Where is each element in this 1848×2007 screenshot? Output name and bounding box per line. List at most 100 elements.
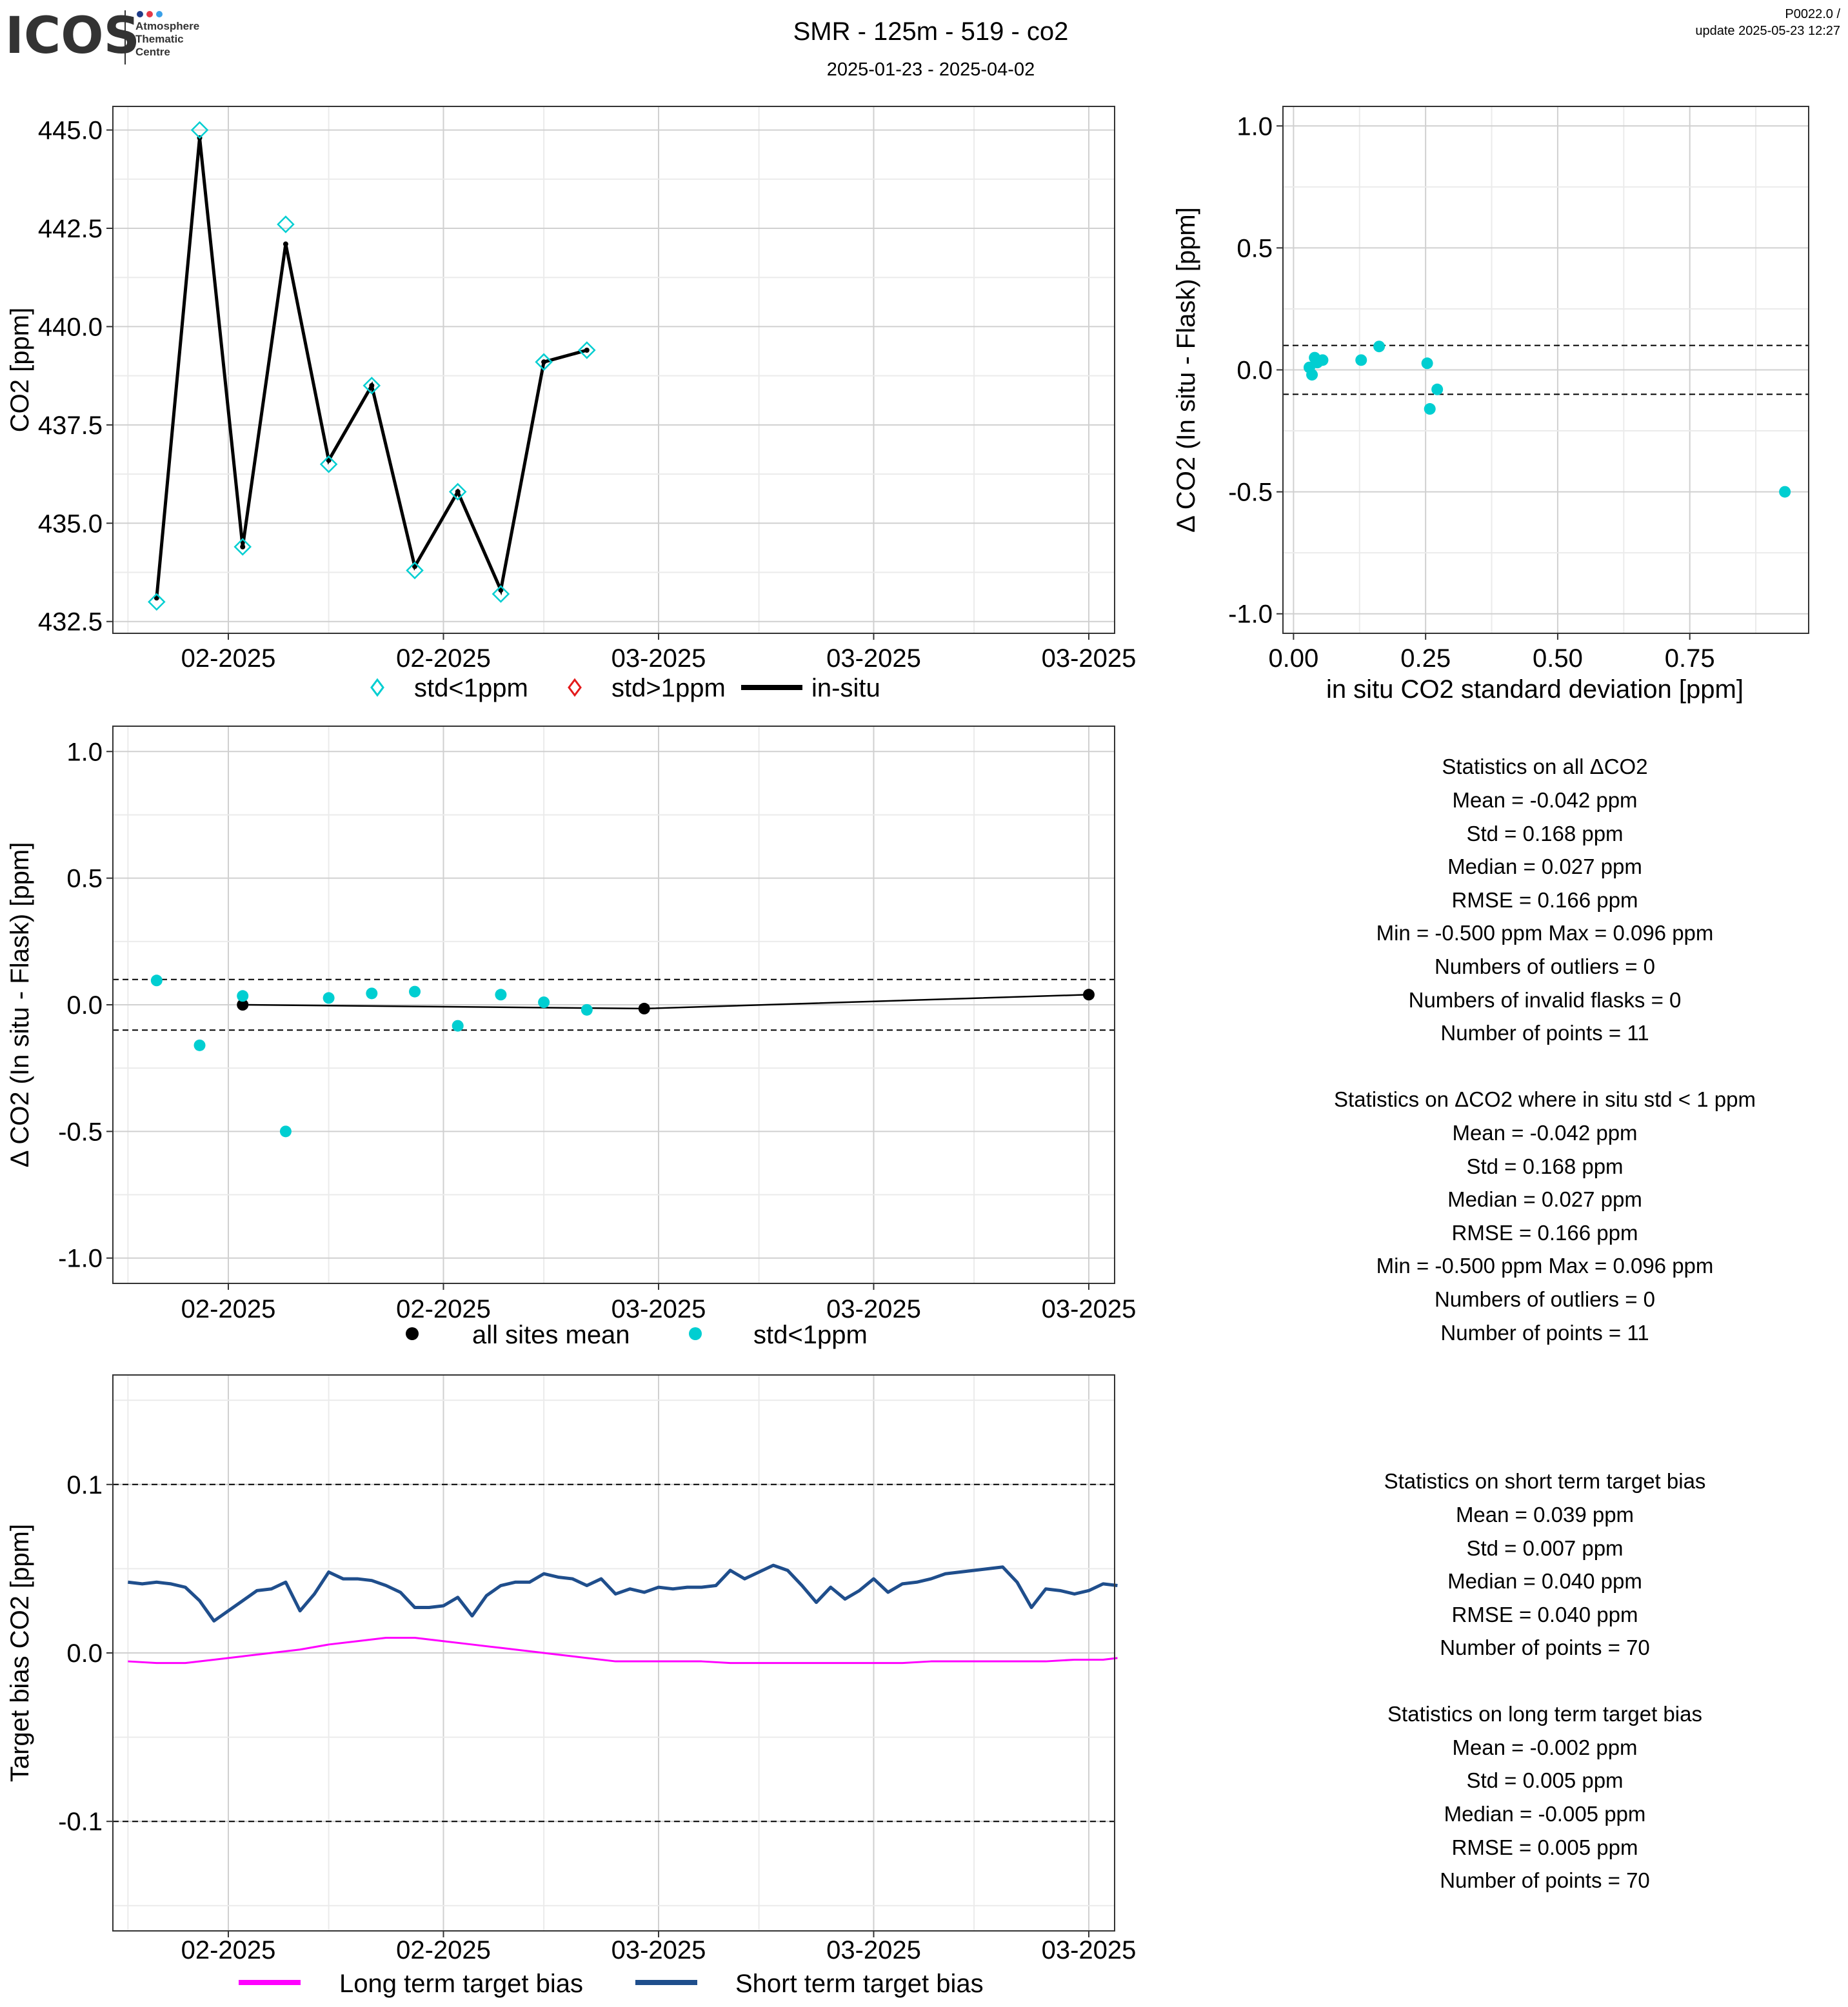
flask-diamond-point (319, 455, 338, 473)
delta-point (194, 1039, 206, 1051)
x-tick-label: 02-2025 (181, 1295, 276, 1323)
delta-std-point (1421, 357, 1433, 370)
stats-line: Number of points = 11 (1440, 1321, 1649, 1345)
chart-delta-timeseries: 02-2025 02-2025 03-2025 03-2025 03-2025 -1.0 -… (6, 726, 1136, 1323)
insitu-point (326, 457, 332, 463)
chart-target-bias: 02-2025 02-2025 03-2025 03-2025 03-2025 -0.1 0… (6, 1374, 1137, 1964)
stats-line: Std = 0.168 ppm (1466, 1154, 1623, 1178)
flask-diamond-point (406, 561, 424, 580)
x-tick-label: 02-2025 (181, 644, 276, 673)
stats-line: Std = 0.007 ppm (1466, 1536, 1623, 1560)
stats-line: Median = 0.040 ppm (1447, 1569, 1642, 1593)
x-tick-label: 0.50 (1533, 644, 1583, 673)
flask-diamond-point (190, 121, 209, 139)
x-tick-label: 03-2025 (826, 1295, 921, 1323)
y-tick-label: -0.1 (58, 1808, 103, 1836)
stats-line: Numbers of outliers = 0 (1435, 1287, 1655, 1311)
version-label: P0022.0 / (1785, 7, 1840, 21)
y-tick-label: -0.5 (1228, 479, 1273, 507)
delta-std-point (1779, 486, 1791, 498)
x-tick-label: 03-2025 (611, 1936, 706, 1964)
update-label: update 2025-05-23 12:27 (1695, 24, 1840, 38)
chart-co2-timeseries: 02-2025 02-2025 03-2025 03-2025 03-2025 432.5… (6, 106, 1136, 673)
delta-point (150, 974, 163, 987)
x-tick-label: 02-2025 (396, 644, 491, 673)
stats-line: Number of points = 70 (1440, 1636, 1650, 1659)
y-axis-label: Target bias CO2 [ppm] (6, 1524, 34, 1782)
y-tick-label: 437.5 (38, 411, 103, 440)
y-tick-label: 0.0 (1237, 357, 1273, 385)
legend-target-bias: Long term target bias Short term target … (239, 1970, 984, 1998)
legend-marker-std-lt1-dot (689, 1327, 702, 1340)
stats-line: RMSE = 0.005 ppm (1452, 1835, 1638, 1859)
flask-diamond-point (148, 593, 166, 611)
y-tick-label: 440.0 (38, 313, 103, 341)
y-tick-label: 435.0 (38, 509, 103, 538)
insitu-point (498, 587, 504, 593)
short-term-bias-line (128, 1563, 1118, 1623)
chart-delta-vs-std: 0.00 0.25 0.50 0.75 -1.0 -0.5 0.0 0.5 1.0 Δ CO2 (… (1172, 106, 1809, 704)
x-tick-label: 03-2025 (1042, 644, 1137, 673)
stats-line: Number of points = 11 (1440, 1021, 1649, 1045)
y-axis-label: Δ CO2 (In situ - Flask) [ppm] (6, 842, 34, 1168)
plot-background (113, 106, 1115, 633)
stats-line: Mean = 0.039 ppm (1456, 1503, 1634, 1527)
y-tick-label: 445.0 (38, 117, 103, 145)
stats-line: Mean = -0.042 ppm (1452, 1121, 1637, 1145)
stats-line: Min = -0.500 ppm Max = 0.096 ppm (1376, 921, 1714, 945)
y-tick-label: -1.0 (1228, 600, 1273, 629)
x-tick-label: 03-2025 (826, 1936, 921, 1964)
delta-point (237, 990, 249, 1002)
x-tick-label: 02-2025 (396, 1936, 491, 1964)
x-axis-label: in situ CO2 standard deviation [ppm] (1326, 675, 1744, 704)
flask-diamond-point (363, 377, 381, 395)
legend-delta: all sites mean std<1ppm (406, 1321, 868, 1349)
stats-panel: Statistics on all ΔCO2 Mean = -0.042 ppm… (1334, 755, 1756, 1892)
stats-line: Std = 0.168 ppm (1466, 822, 1623, 845)
delta-point (581, 1004, 593, 1016)
delta-std-point (1431, 383, 1444, 395)
x-tick-label: 02-2025 (181, 1936, 276, 1964)
x-tick-label: 02-2025 (396, 1295, 491, 1323)
legend-label-std-lt1: std<1ppm (414, 674, 528, 702)
header: ICOS Atmosphere Thematic Centre SMR - 12… (5, 7, 1840, 80)
plot-border (112, 106, 1115, 634)
y-tick-label: 1.0 (1237, 112, 1273, 141)
y-tick-label: 0.5 (66, 865, 103, 893)
legend-marker-all-sites-mean (406, 1327, 419, 1340)
legend-marker-std-gt1 (568, 678, 582, 697)
date-range: 2025-01-23 - 2025-04-02 (827, 59, 1035, 80)
y-tick-label: -1.0 (58, 1245, 103, 1273)
y-tick-label: 0.0 (66, 1639, 103, 1668)
insitu-point (584, 348, 590, 353)
stats-line: Numbers of outliers = 0 (1435, 954, 1655, 978)
y-tick-label: 432.5 (38, 608, 103, 637)
long-term-bias-line (128, 1636, 1118, 1665)
y-tick-label: 0.1 (66, 1471, 103, 1499)
stats-line: Std = 0.005 ppm (1466, 1768, 1623, 1792)
x-tick-label: 03-2025 (611, 1295, 706, 1323)
x-tick-label: 03-2025 (1042, 1295, 1137, 1323)
insitu-point (369, 382, 375, 388)
stats-line: RMSE = 0.166 ppm (1452, 888, 1638, 912)
y-axis-label: CO2 [ppm] (6, 308, 34, 432)
stats-filtered-delta: Statistics on ΔCO2 where in situ std < 1… (1334, 1087, 1756, 1345)
plot-border (1282, 106, 1809, 634)
flask-diamond-point (277, 215, 295, 233)
stats-line: Min = -0.500 ppm Max = 0.096 ppm (1376, 1254, 1714, 1278)
x-tick-label: 03-2025 (1042, 1936, 1137, 1964)
flask-diamond-point (578, 341, 596, 359)
stats-title-long-term: Statistics on long term target bias (1387, 1702, 1702, 1726)
legend-label-long-term: Long term target bias (339, 1970, 583, 1998)
legend-label-std-lt1-dot: std<1ppm (753, 1321, 868, 1349)
delta-point (452, 1020, 464, 1032)
plot-border (112, 1374, 1115, 1932)
delta-point (538, 996, 550, 1009)
stats-line: RMSE = 0.166 ppm (1452, 1221, 1638, 1245)
logo-sub-2: Thematic (135, 33, 184, 45)
stats-long-term: Statistics on long term target bias Mean… (1387, 1702, 1702, 1892)
stats-title-all: Statistics on all ΔCO2 (1442, 755, 1647, 778)
all-sites-mean-point (1082, 989, 1095, 1001)
stats-line: Mean = -0.042 ppm (1452, 788, 1637, 812)
